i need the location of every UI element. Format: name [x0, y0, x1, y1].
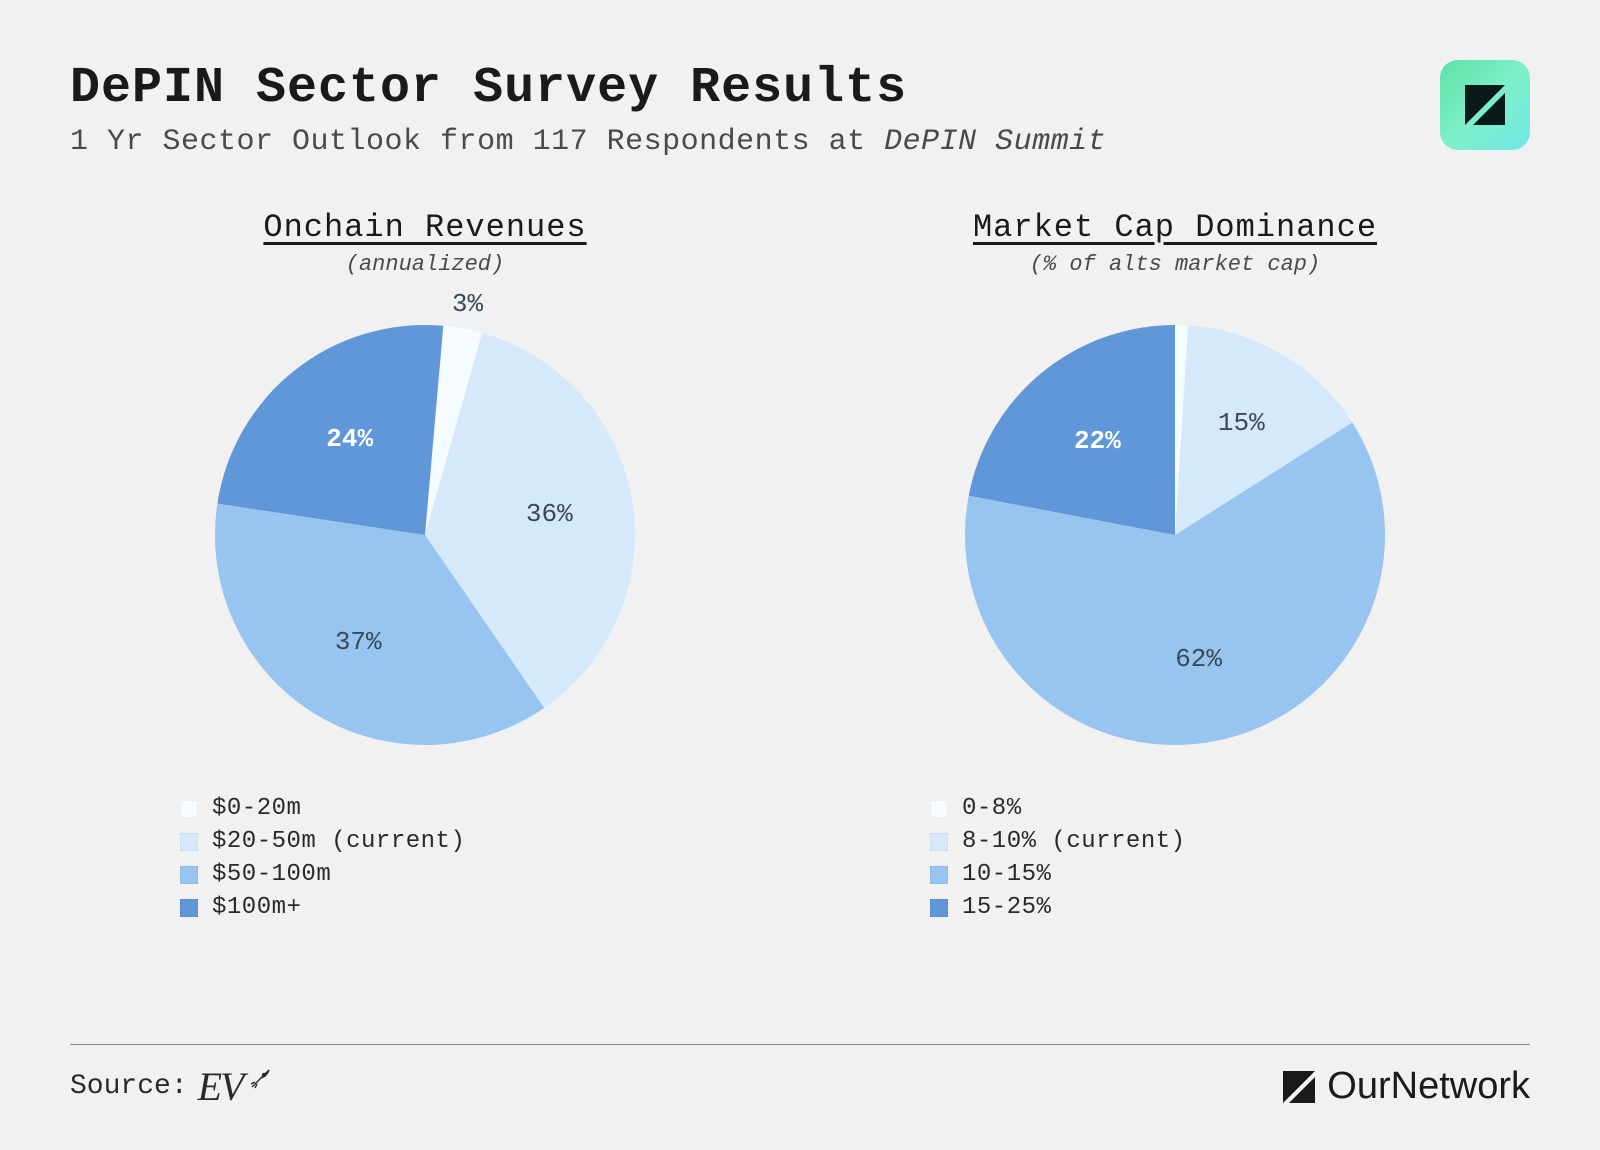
- legend-item: $0-20m: [180, 795, 465, 822]
- pie-revenues: 3%36%37%24%: [195, 305, 655, 765]
- title-block: DePIN Sector Survey Results 1 Yr Sector …: [70, 60, 1440, 159]
- subtitle-italic: DePIN Summit: [884, 125, 1106, 159]
- chart-title: Onchain Revenues: [263, 209, 586, 246]
- legend-text: 0-8%: [962, 795, 1022, 822]
- legend-swatch: [930, 833, 948, 851]
- legend-text: $0-20m: [212, 795, 301, 822]
- legend-text: 15-25%: [962, 894, 1051, 921]
- brand-badge-icon: [1440, 60, 1530, 150]
- pie-slice: [217, 325, 443, 535]
- footer: Source: EV OurNetwork: [70, 1044, 1530, 1110]
- legend-item: $50-100m: [180, 861, 465, 888]
- subtitle-prefix: 1 Yr Sector Outlook from 117 Respondents…: [70, 125, 884, 159]
- legend-item: 10-15%: [930, 861, 1186, 888]
- legend-text: $100m+: [212, 894, 301, 921]
- chart-dominance: Market Cap Dominance (% of alts market ca…: [820, 209, 1530, 927]
- rocket-icon: [247, 1064, 275, 1092]
- legend-swatch: [180, 800, 198, 818]
- header: DePIN Sector Survey Results 1 Yr Sector …: [70, 60, 1530, 159]
- legend-text: $50-100m: [212, 861, 331, 888]
- pie-dominance: 15%62%22%: [945, 305, 1405, 765]
- brand-icon: [1279, 1067, 1319, 1107]
- charts-row: Onchain Revenues (annualized) 3%36%37%24% $…: [70, 209, 1530, 927]
- legend-item: $100m+: [180, 894, 465, 921]
- source-label: Source:: [70, 1071, 188, 1102]
- legend: $0-20m $20-50m (current) $50-100m $100m+: [180, 789, 465, 927]
- legend-item: $20-50m (current): [180, 828, 465, 855]
- page-subtitle: 1 Yr Sector Outlook from 117 Respondents…: [70, 125, 1440, 159]
- legend-item: 8-10% (current): [930, 828, 1186, 855]
- legend-text: 8-10% (current): [962, 828, 1186, 855]
- legend-swatch: [180, 833, 198, 851]
- legend-swatch: [180, 899, 198, 917]
- legend-swatch: [180, 866, 198, 884]
- legend-swatch: [930, 800, 948, 818]
- source: Source: EV: [70, 1063, 275, 1110]
- chart-title: Market Cap Dominance: [973, 209, 1377, 246]
- brand: OurNetwork: [1279, 1065, 1530, 1108]
- legend-text: $20-50m (current): [212, 828, 465, 855]
- brand-name: OurNetwork: [1327, 1065, 1530, 1108]
- chart-subtitle: (% of alts market cap): [1030, 252, 1320, 277]
- legend-item: 0-8%: [930, 795, 1186, 822]
- legend-swatch: [930, 899, 948, 917]
- legend-swatch: [930, 866, 948, 884]
- legend-text: 10-15%: [962, 861, 1051, 888]
- page-title: DePIN Sector Survey Results: [70, 60, 1440, 117]
- chart-subtitle: (annualized): [346, 252, 504, 277]
- source-logo: EV: [198, 1063, 243, 1110]
- legend: 0-8% 8-10% (current) 10-15% 15-25%: [930, 789, 1186, 927]
- legend-item: 15-25%: [930, 894, 1186, 921]
- chart-revenues: Onchain Revenues (annualized) 3%36%37%24% $…: [70, 209, 780, 927]
